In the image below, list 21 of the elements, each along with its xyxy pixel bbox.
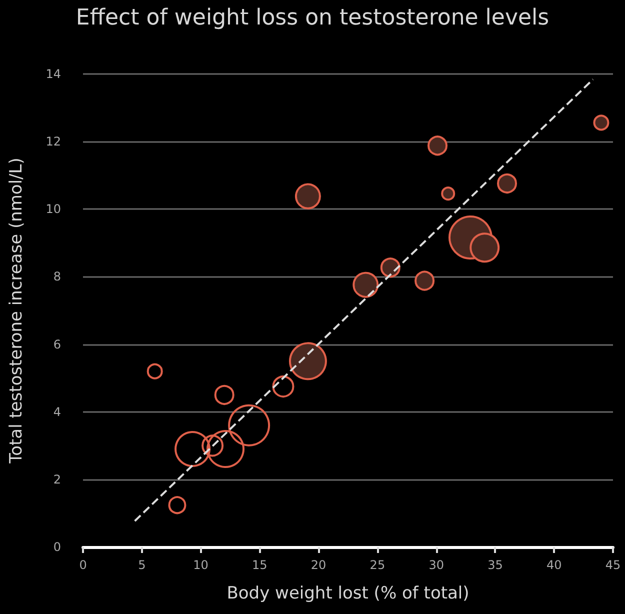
y-tick-label: 0 xyxy=(53,540,61,554)
x-tick-label: 30 xyxy=(428,558,444,572)
y-tick-label: 6 xyxy=(53,337,61,352)
x-tick-label: 10 xyxy=(193,558,208,572)
y-tick-label: 10 xyxy=(46,202,61,216)
x-tick-label: 5 xyxy=(138,558,146,572)
y-tick-label: 14 xyxy=(46,67,61,81)
y-tick-label: 12 xyxy=(46,134,61,149)
x-tick-label: 35 xyxy=(488,558,503,572)
x-tick-label: 0 xyxy=(79,558,87,572)
x-tick-label: 40 xyxy=(546,558,562,572)
y-tick-label: 8 xyxy=(53,270,61,284)
x-axis-title: Body weight lost (% of total) xyxy=(226,584,470,604)
x-tick-label: 20 xyxy=(310,558,326,572)
x-tick-label: 15 xyxy=(252,558,268,572)
chart-title: Effect of weight loss on testosterone levels xyxy=(76,6,550,30)
y-axis-title: Total testosterone increase (nmol/L) xyxy=(6,158,26,464)
x-tick-label: 25 xyxy=(370,558,386,572)
y-tick-label: 4 xyxy=(53,404,61,419)
x-tick-label: 45 xyxy=(605,558,621,572)
y-tick-label: 2 xyxy=(53,472,61,486)
